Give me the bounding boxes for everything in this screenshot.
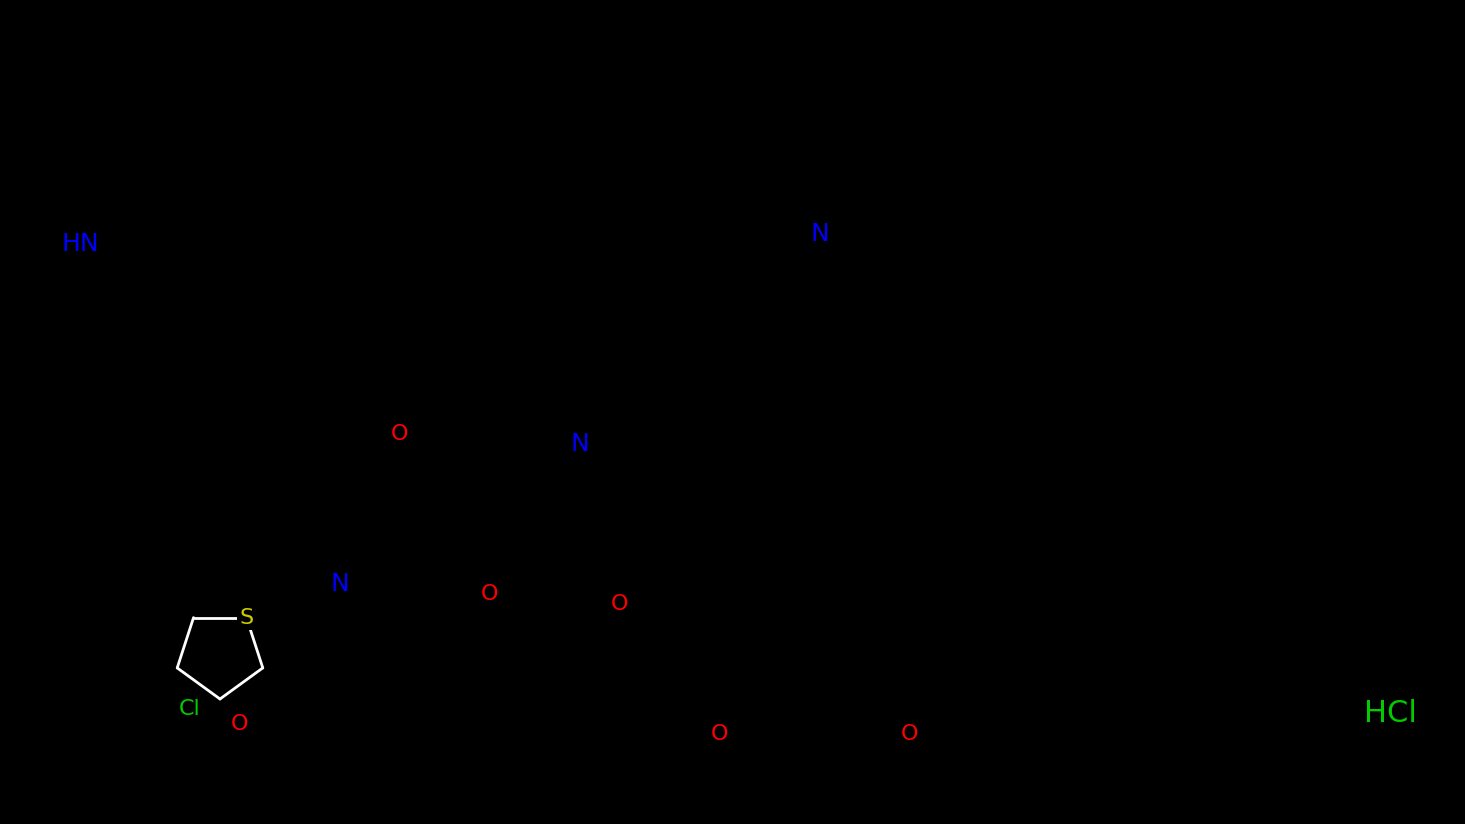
- Text: O: O: [711, 724, 728, 744]
- Text: S: S: [239, 607, 253, 628]
- Text: HCl: HCl: [1364, 700, 1417, 728]
- Text: HN: HN: [62, 232, 98, 256]
- Text: N: N: [810, 222, 829, 246]
- Text: N: N: [331, 572, 349, 596]
- Text: N: N: [571, 432, 589, 456]
- Text: O: O: [901, 724, 919, 744]
- Text: O: O: [611, 594, 628, 614]
- Text: O: O: [391, 424, 409, 444]
- Text: O: O: [231, 714, 249, 734]
- Text: O: O: [481, 584, 498, 604]
- Text: Cl: Cl: [179, 699, 201, 719]
